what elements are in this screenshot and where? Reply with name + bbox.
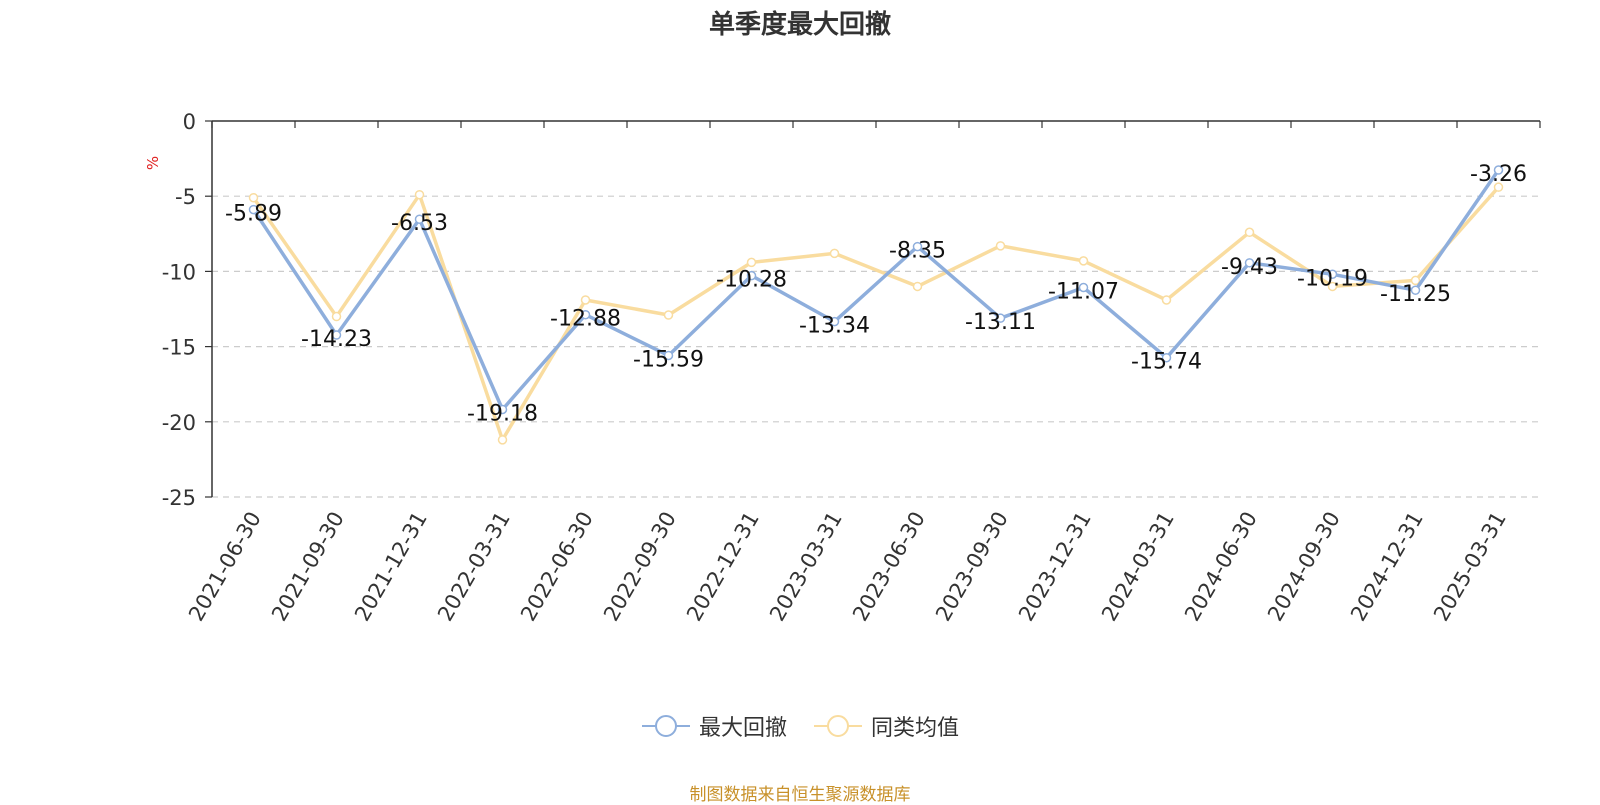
data-labels: -5.89 -14.23 -6.53 -19.18 -12.88 -15.59 -10.28… xyxy=(225,162,1527,426)
legend-item-0[interactable]: 最大回撤 xyxy=(641,710,787,742)
x-tick-label-3: 2022-03-31 xyxy=(433,508,515,626)
x-tick-label-7: 2023-03-31 xyxy=(765,508,847,626)
series-1-point-1 xyxy=(331,311,342,322)
series-1-point-5 xyxy=(663,310,674,320)
data-source-note: 制图数据来自恒生聚源数据库 xyxy=(689,785,911,805)
data-label-12: -9.43 xyxy=(1221,255,1278,280)
series-0-point-1 xyxy=(331,330,342,340)
data-label-2: -6.53 xyxy=(391,211,448,236)
axes xyxy=(205,120,1541,498)
legend: 最大回撤 同类均值 xyxy=(0,710,1600,742)
x-tick-label-5: 2022-09-30 xyxy=(599,508,681,626)
data-label-3: -19.18 xyxy=(467,401,538,426)
data-label-5: -15.59 xyxy=(633,347,704,372)
x-tick-label-15: 2025-03-31 xyxy=(1429,508,1511,626)
x-tick-label-10: 2023-12-31 xyxy=(1014,508,1096,626)
series-1-point-11 xyxy=(1161,295,1172,305)
series-1-point-12 xyxy=(1244,227,1255,238)
series-0-point-8 xyxy=(912,241,923,252)
series-0-point-0 xyxy=(248,204,259,215)
series-1-point-0 xyxy=(248,192,259,203)
data-label-15: -3.26 xyxy=(1470,162,1527,187)
y-tick-labels: 0 -5 -10 -15 -20 -25 xyxy=(162,110,196,510)
x-tick-label-1: 2021-09-30 xyxy=(267,508,349,626)
x-tick-label-6: 2022-12-31 xyxy=(682,508,764,626)
data-label-7: -13.34 xyxy=(799,314,870,339)
y-tick-label-2: -10 xyxy=(162,260,196,284)
series-0-point-15 xyxy=(1493,165,1504,175)
data-label-14: -11.25 xyxy=(1380,282,1451,307)
series-0-point-12 xyxy=(1244,258,1255,268)
series-0-point-10 xyxy=(1078,282,1089,293)
data-label-11: -15.74 xyxy=(1131,350,1202,375)
data-label-13: -10.19 xyxy=(1297,266,1368,291)
x-tick-label-14: 2024-12-31 xyxy=(1346,508,1428,626)
y-tick-label-4: -20 xyxy=(162,411,196,435)
x-tick-label-12: 2024-06-30 xyxy=(1180,508,1262,626)
data-label-1: -14.23 xyxy=(301,327,372,352)
series-1-point-13 xyxy=(1327,281,1338,292)
y-tick-label-1: -5 xyxy=(175,185,196,209)
y-axis-unit-label: % xyxy=(144,156,162,170)
series-0-point-6 xyxy=(746,270,757,281)
data-label-4: -12.88 xyxy=(550,307,621,332)
series-1-point-14 xyxy=(1410,275,1421,286)
series-0-point-9 xyxy=(995,313,1006,323)
chart-title: 单季度最大回撤 xyxy=(708,10,891,40)
series-1-point-15 xyxy=(1493,182,1504,192)
x-tick-label-9: 2023-09-30 xyxy=(931,508,1013,626)
x-tick-label-2: 2021-12-31 xyxy=(350,508,432,626)
series-0-point-3 xyxy=(497,404,508,415)
x-tick-label-8: 2023-06-30 xyxy=(848,508,930,626)
legend-marker-1 xyxy=(814,715,862,737)
series-0-point-4 xyxy=(580,309,591,320)
data-label-8: -8.35 xyxy=(889,239,946,264)
grid-lines xyxy=(212,195,1540,498)
data-label-9: -13.11 xyxy=(965,310,1036,335)
series-0-point-11 xyxy=(1161,352,1172,363)
series-1-point-8 xyxy=(912,281,923,292)
legend-marker-0 xyxy=(641,715,690,737)
series-1-point-4 xyxy=(580,295,591,305)
series-1-point-9 xyxy=(995,241,1006,251)
series-0-point-5 xyxy=(663,350,674,361)
series-1-point-10 xyxy=(1078,256,1089,266)
series-1-point-2 xyxy=(414,189,425,200)
y-tick-label-0: 0 xyxy=(183,110,196,134)
data-label-10: -11.07 xyxy=(1048,279,1119,304)
x-tick-label-4: 2022-06-30 xyxy=(516,508,598,626)
x-tick-labels: 2021-06-30 2021-09-30 2021-12-31 2022-03-31… xyxy=(184,508,1511,626)
data-label-0: -5.89 xyxy=(225,202,282,227)
series-1-point-6 xyxy=(746,257,757,268)
series-0-point-14 xyxy=(1410,285,1421,295)
x-tick-label-13: 2024-09-30 xyxy=(1263,508,1345,626)
y-tick-label-3: -15 xyxy=(162,336,196,360)
data-label-6: -10.28 xyxy=(716,268,787,293)
series-0-point-13 xyxy=(1327,269,1338,280)
series-1-point-3 xyxy=(497,435,508,445)
x-tick-label-11: 2024-03-31 xyxy=(1097,508,1179,626)
series-0-point-7 xyxy=(829,316,840,327)
series-layer xyxy=(248,165,1504,445)
legend-label-1: 同类均值 xyxy=(871,716,960,741)
legend-item-1[interactable]: 同类均值 xyxy=(813,710,959,742)
series-line-0 xyxy=(252,169,1500,412)
series-0-point-2 xyxy=(414,214,425,224)
x-tick-label-0: 2021-06-30 xyxy=(184,508,266,626)
legend-label-0: 最大回撤 xyxy=(698,716,787,741)
series-1-point-7 xyxy=(829,248,840,259)
y-tick-label-5: -25 xyxy=(162,486,196,510)
